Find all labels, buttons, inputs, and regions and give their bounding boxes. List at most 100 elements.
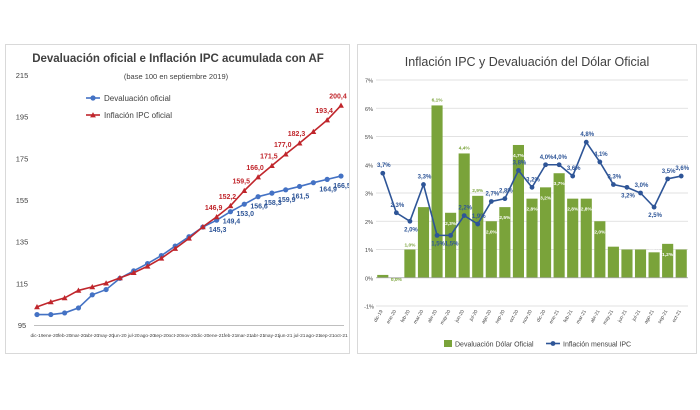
chart-title: Inflación IPC y Devaluación del Dólar Of… <box>405 55 650 69</box>
data-point <box>338 173 344 179</box>
bar-value-label: 0,9% <box>649 245 661 251</box>
data-point <box>61 295 68 301</box>
data-label: 158,3 <box>264 200 282 207</box>
x-tick-label: feb-20 <box>58 333 72 339</box>
x-tick-label: ago-20 <box>140 333 155 339</box>
legend-marker-devaluacion-dolar <box>444 340 452 347</box>
data-point <box>651 204 657 210</box>
bar-value-label: 2,8% <box>527 207 539 213</box>
y-tick-label: 95 <box>18 321 26 330</box>
line-value-label: 2,5% <box>648 213 662 219</box>
data-point <box>338 102 344 108</box>
y-tick-label: 115 <box>16 279 28 288</box>
data-point <box>144 263 151 269</box>
legend-label: Devaluación oficial <box>104 94 171 103</box>
bar <box>445 212 457 278</box>
line-value-label: 3,3% <box>418 175 432 181</box>
x-tick-label: may-21 <box>264 333 280 339</box>
bar-value-label: 2,9% <box>472 188 484 194</box>
data-point <box>75 305 82 311</box>
data-label: 182,3 <box>288 131 306 138</box>
legend-label: Devaluación Dólar Oficial <box>455 342 534 349</box>
data-point <box>186 235 192 241</box>
y-tick-label: 3% <box>365 192 373 198</box>
x-tick-label: oct-21 <box>671 309 683 324</box>
data-point <box>199 223 206 230</box>
line-value-label: 1,5% <box>431 241 445 247</box>
x-tick-label: nov-20 <box>182 333 197 339</box>
legend-marker-inflacion-mensual <box>550 341 556 346</box>
data-point <box>665 176 671 182</box>
line-value-label: 2,7% <box>485 191 499 197</box>
data-label: 156,6 <box>250 204 268 211</box>
bar-value-label: 2,3% <box>445 221 457 227</box>
bar-value-label: 1,0% <box>676 243 688 249</box>
data-label: 159,9 <box>278 197 296 204</box>
chart-title: Devaluación oficial e Inflación IPC acum… <box>32 53 324 65</box>
x-tick-label: mar-20 <box>412 309 425 325</box>
data-point <box>269 190 275 196</box>
y-tick-label: 0% <box>365 276 373 282</box>
x-tick-label: jun-21 <box>278 333 293 339</box>
data-label: 166,0 <box>246 165 264 172</box>
data-label: 177,0 <box>274 142 292 149</box>
data-point <box>488 199 494 204</box>
data-point <box>638 190 643 196</box>
x-tick-label: abr-20 <box>427 309 439 324</box>
x-tick-label: sep-21 <box>657 309 670 325</box>
x-tick-label: mar-20 <box>71 333 87 339</box>
data-point <box>103 280 109 286</box>
bar-value-label: 4,7% <box>513 153 525 159</box>
chart-left-panel: Devaluación oficial e Inflación IPC acum… <box>5 44 350 354</box>
data-label: 146,9 <box>205 205 223 212</box>
x-tick-label: feb-20 <box>400 309 412 324</box>
line-value-label: 4,0% <box>540 155 554 161</box>
y-tick-label: 7% <box>365 79 373 85</box>
y-tick-label: -1% <box>364 305 374 311</box>
data-label: 200,4 <box>329 93 347 100</box>
bar-value-label: 4,4% <box>459 145 471 151</box>
y-tick-label: 1% <box>365 248 373 254</box>
x-tick-label: oct-20 <box>169 333 183 339</box>
data-point <box>89 292 95 298</box>
x-tick-label: abr-21 <box>251 333 265 339</box>
data-point <box>283 187 289 193</box>
x-tick-label: ago-21 <box>306 333 321 339</box>
bar-value-label: 2,8% <box>567 207 579 213</box>
data-point <box>269 162 275 168</box>
bar <box>662 243 674 278</box>
data-point <box>434 232 440 238</box>
bar <box>580 198 592 278</box>
line-value-label: 4,1% <box>594 152 608 158</box>
data-point <box>241 201 247 207</box>
x-tick-label: dic-20 <box>196 333 209 339</box>
data-point <box>556 162 562 168</box>
data-point <box>516 168 521 173</box>
data-point <box>213 213 220 220</box>
x-tick-label: jun-20 <box>454 309 467 325</box>
data-label: 193,4 <box>315 108 333 115</box>
data-label: 171,5 <box>260 154 278 161</box>
bar-value-label: 1,0% <box>635 243 647 249</box>
x-tick-label: ene-21 <box>209 333 224 339</box>
line-value-label: 2,0% <box>404 227 418 233</box>
line-value-label: 3,2% <box>526 177 540 183</box>
bar <box>499 207 511 278</box>
data-label: 159,5 <box>233 179 251 186</box>
bar-value-label: 2,0% <box>486 229 498 235</box>
x-tick-label: feb-21 <box>224 333 238 339</box>
x-tick-label: dic-19 <box>373 309 385 324</box>
data-point <box>241 187 248 193</box>
data-label: 161,5 <box>292 193 310 200</box>
legend-label: Inflación mensual IPC <box>563 342 631 349</box>
x-tick-label: abr-20 <box>85 333 99 339</box>
bar <box>485 221 497 278</box>
line-value-label: 1,9% <box>472 214 486 220</box>
x-tick-label: jun-21 <box>616 309 629 325</box>
y-tick-label: 175 <box>16 154 29 163</box>
x-tick-label: ene-20 <box>385 309 398 325</box>
bar <box>634 249 647 278</box>
data-point <box>75 287 82 293</box>
line-value-label: 3,8% <box>513 160 527 166</box>
data-point <box>583 139 589 145</box>
